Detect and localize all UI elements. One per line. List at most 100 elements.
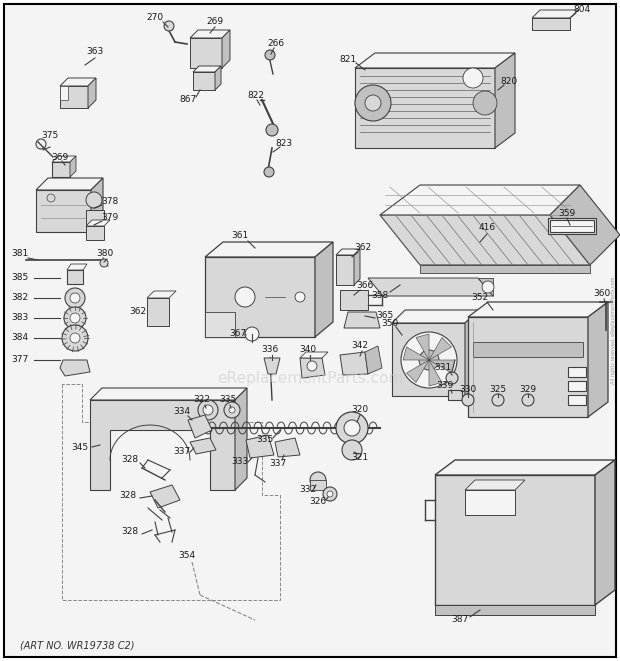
Text: 345: 345 [71,442,89,451]
Polygon shape [36,178,103,190]
Polygon shape [354,249,360,285]
Circle shape [336,412,368,444]
Polygon shape [205,257,315,337]
Polygon shape [435,605,595,615]
Polygon shape [407,360,429,383]
Text: 328: 328 [122,527,138,537]
Polygon shape [532,10,578,18]
Polygon shape [473,342,583,357]
Polygon shape [465,310,479,396]
Polygon shape [435,475,595,605]
Polygon shape [190,30,230,38]
Text: 328: 328 [120,492,136,500]
Polygon shape [147,291,176,298]
Polygon shape [190,38,222,68]
Text: 367: 367 [229,329,247,338]
Polygon shape [88,78,96,108]
Polygon shape [392,323,465,396]
Circle shape [355,85,391,121]
Polygon shape [468,302,608,317]
Polygon shape [193,66,221,72]
Bar [67,270,83,284]
Text: 360: 360 [593,290,611,299]
Polygon shape [60,360,90,376]
Bar [568,381,586,391]
Polygon shape [215,66,221,90]
Text: 359: 359 [559,208,575,217]
Polygon shape [188,415,212,438]
Polygon shape [429,360,442,386]
Polygon shape [60,78,96,86]
Circle shape [64,307,86,329]
Text: 377: 377 [11,356,29,364]
Circle shape [344,420,360,436]
Text: 867: 867 [179,95,197,104]
Text: 334: 334 [174,407,190,416]
Text: 382: 382 [11,293,29,303]
Circle shape [203,405,213,415]
Text: 361: 361 [231,231,249,241]
Bar [86,210,104,224]
Text: 369: 369 [51,153,69,161]
Polygon shape [275,438,300,457]
Circle shape [164,21,174,31]
Text: 335: 335 [219,395,237,405]
Polygon shape [205,242,333,257]
Polygon shape [465,490,515,515]
Text: 379: 379 [102,214,118,223]
Circle shape [446,372,458,384]
Polygon shape [70,156,76,177]
Text: 363: 363 [86,48,104,56]
Circle shape [245,327,259,341]
Text: 336: 336 [262,346,278,354]
Text: 340: 340 [299,346,317,354]
Polygon shape [478,278,493,296]
Polygon shape [340,352,368,375]
Polygon shape [60,86,88,108]
Text: 385: 385 [11,274,29,282]
Polygon shape [336,255,354,285]
Polygon shape [91,178,103,232]
Polygon shape [380,215,590,265]
Polygon shape [235,388,247,490]
Polygon shape [429,338,451,360]
Polygon shape [595,460,615,605]
Polygon shape [36,190,91,232]
Polygon shape [205,312,235,337]
Text: 339: 339 [436,381,454,391]
Polygon shape [465,480,525,490]
Bar [86,226,104,240]
Polygon shape [315,242,333,337]
Text: 332: 332 [299,485,317,494]
Circle shape [62,325,88,351]
Text: 321: 321 [352,453,368,463]
Text: All rights reserved. eReplacementParts.com: All rights reserved. eReplacementParts.c… [611,276,616,384]
Bar [568,395,586,405]
Text: 378: 378 [102,198,118,206]
Text: 821: 821 [339,56,356,65]
Circle shape [323,487,337,501]
Text: 804: 804 [574,5,591,13]
Polygon shape [86,220,110,226]
Circle shape [522,394,534,406]
Polygon shape [420,265,590,273]
Circle shape [224,402,240,418]
Circle shape [198,400,218,420]
Bar [448,390,462,400]
Circle shape [462,394,474,406]
Text: 820: 820 [500,77,518,87]
Polygon shape [222,30,230,68]
Text: 333: 333 [231,457,249,467]
Polygon shape [532,18,570,30]
Text: 266: 266 [267,38,285,48]
Polygon shape [403,347,429,360]
Bar [340,28,572,203]
Polygon shape [90,400,235,490]
Text: 366: 366 [356,280,374,290]
Text: 387: 387 [451,615,469,625]
Circle shape [266,124,278,136]
Polygon shape [147,298,169,326]
Text: 337: 337 [174,447,190,457]
Text: eReplacementParts.com: eReplacementParts.com [217,371,403,385]
Polygon shape [355,68,495,148]
